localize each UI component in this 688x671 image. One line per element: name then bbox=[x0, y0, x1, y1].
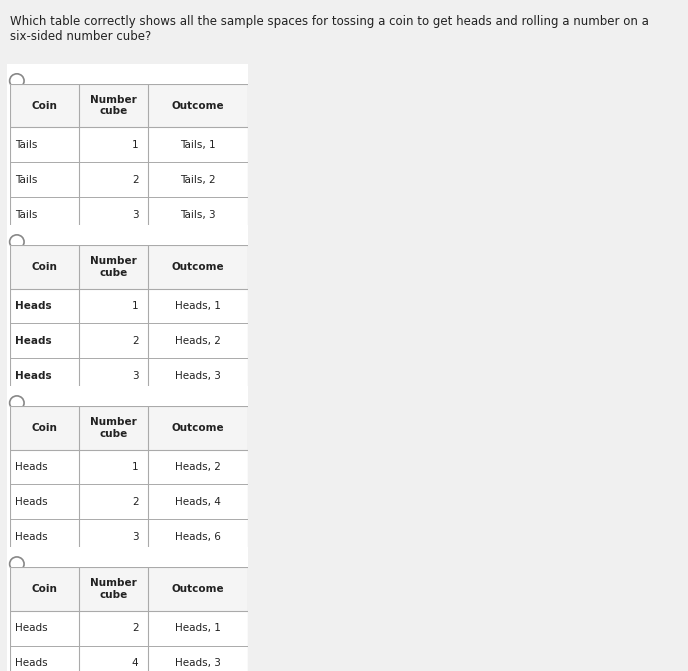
Text: Heads: Heads bbox=[15, 658, 47, 668]
Text: Tails, 4: Tails, 4 bbox=[180, 245, 215, 254]
Text: Tails, 6: Tails, 6 bbox=[180, 315, 215, 324]
Text: Tails: Tails bbox=[15, 315, 37, 324]
Text: 5: 5 bbox=[132, 280, 138, 289]
Text: Coin: Coin bbox=[32, 262, 58, 272]
Text: Coin: Coin bbox=[32, 584, 58, 594]
Text: 1: 1 bbox=[132, 140, 138, 150]
Text: 3: 3 bbox=[132, 532, 138, 541]
Text: 4: 4 bbox=[132, 406, 138, 415]
Text: Tails, 3: Tails, 3 bbox=[180, 210, 215, 219]
Text: Tails, 1: Tails, 1 bbox=[180, 140, 215, 150]
Text: Heads, 1: Heads, 1 bbox=[175, 623, 221, 633]
Text: Heads, 2: Heads, 2 bbox=[175, 336, 221, 346]
Text: Heads, 2: Heads, 2 bbox=[175, 462, 221, 472]
Text: 6: 6 bbox=[132, 315, 138, 324]
Text: 4: 4 bbox=[132, 245, 138, 254]
Bar bbox=[10, 245, 248, 289]
Text: Heads, 4: Heads, 4 bbox=[175, 497, 221, 507]
Text: Tails: Tails bbox=[15, 210, 37, 219]
Text: Heads: Heads bbox=[15, 497, 47, 507]
Text: Tails: Tails bbox=[15, 140, 37, 150]
Text: Heads: Heads bbox=[15, 623, 47, 633]
Text: Heads, 1: Heads, 1 bbox=[175, 301, 221, 311]
Text: 6: 6 bbox=[132, 637, 138, 646]
Text: Heads: Heads bbox=[15, 406, 52, 415]
Text: Tails, 4: Tails, 4 bbox=[180, 602, 215, 611]
Text: Tails, 5: Tails, 5 bbox=[180, 280, 215, 289]
Bar bbox=[10, 406, 248, 450]
FancyBboxPatch shape bbox=[4, 544, 250, 671]
Text: Tails: Tails bbox=[15, 567, 37, 576]
Text: Heads: Heads bbox=[15, 532, 47, 541]
Text: 4: 4 bbox=[132, 567, 138, 576]
Text: Heads, 5: Heads, 5 bbox=[175, 441, 221, 450]
FancyBboxPatch shape bbox=[4, 61, 250, 346]
Text: Heads: Heads bbox=[15, 476, 52, 485]
Text: 5: 5 bbox=[132, 602, 138, 611]
Text: Tails, 6: Tails, 6 bbox=[180, 637, 215, 646]
Text: Tails: Tails bbox=[15, 637, 37, 646]
Text: Heads: Heads bbox=[15, 371, 52, 380]
Bar bbox=[10, 567, 248, 611]
Text: Tails: Tails bbox=[15, 175, 37, 185]
Text: Heads, 6: Heads, 6 bbox=[175, 476, 221, 485]
Text: Outcome: Outcome bbox=[171, 423, 224, 433]
FancyBboxPatch shape bbox=[4, 383, 250, 668]
Text: Heads: Heads bbox=[15, 462, 47, 472]
Text: Coin: Coin bbox=[32, 423, 58, 433]
Text: 3: 3 bbox=[132, 210, 138, 219]
Text: Number
cube: Number cube bbox=[90, 95, 137, 117]
Text: 1: 1 bbox=[132, 462, 138, 472]
Text: 2: 2 bbox=[132, 623, 138, 633]
FancyBboxPatch shape bbox=[4, 222, 250, 507]
Text: Tails: Tails bbox=[15, 245, 37, 254]
Text: 2: 2 bbox=[132, 497, 138, 507]
Bar bbox=[10, 84, 248, 127]
Text: Outcome: Outcome bbox=[171, 584, 224, 594]
Text: Heads, 3: Heads, 3 bbox=[175, 658, 221, 668]
Text: 3: 3 bbox=[132, 371, 138, 380]
Text: Tails: Tails bbox=[15, 280, 37, 289]
Text: Heads: Heads bbox=[15, 336, 52, 346]
Text: Number
cube: Number cube bbox=[90, 417, 137, 439]
Text: Number
cube: Number cube bbox=[90, 256, 137, 278]
Text: Tails, 2: Tails, 2 bbox=[180, 567, 215, 576]
Text: 4: 4 bbox=[132, 658, 138, 668]
Text: Heads: Heads bbox=[15, 441, 52, 450]
Text: Heads: Heads bbox=[15, 301, 52, 311]
Text: Tails: Tails bbox=[15, 602, 37, 611]
Text: Outcome: Outcome bbox=[171, 101, 224, 111]
Text: 1: 1 bbox=[132, 301, 138, 311]
Text: Coin: Coin bbox=[32, 101, 58, 111]
Text: Which table correctly shows all the sample spaces for tossing a coin to get head: Which table correctly shows all the samp… bbox=[10, 15, 649, 43]
Text: Number
cube: Number cube bbox=[90, 578, 137, 600]
Text: 2: 2 bbox=[132, 175, 138, 185]
Text: 6: 6 bbox=[132, 476, 138, 485]
Text: Tails, 2: Tails, 2 bbox=[180, 175, 215, 185]
Text: 5: 5 bbox=[132, 441, 138, 450]
Text: Outcome: Outcome bbox=[171, 262, 224, 272]
Text: Heads, 4: Heads, 4 bbox=[175, 406, 221, 415]
Text: Heads, 3: Heads, 3 bbox=[175, 371, 221, 380]
Text: 2: 2 bbox=[132, 336, 138, 346]
Text: Heads, 6: Heads, 6 bbox=[175, 532, 221, 541]
